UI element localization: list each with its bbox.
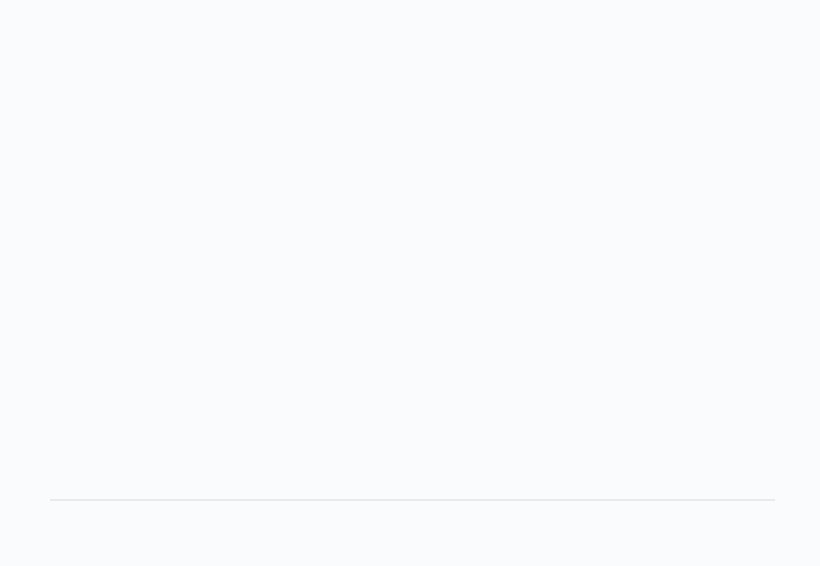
combo-chart-svg <box>0 0 820 566</box>
chart-container <box>0 0 820 566</box>
